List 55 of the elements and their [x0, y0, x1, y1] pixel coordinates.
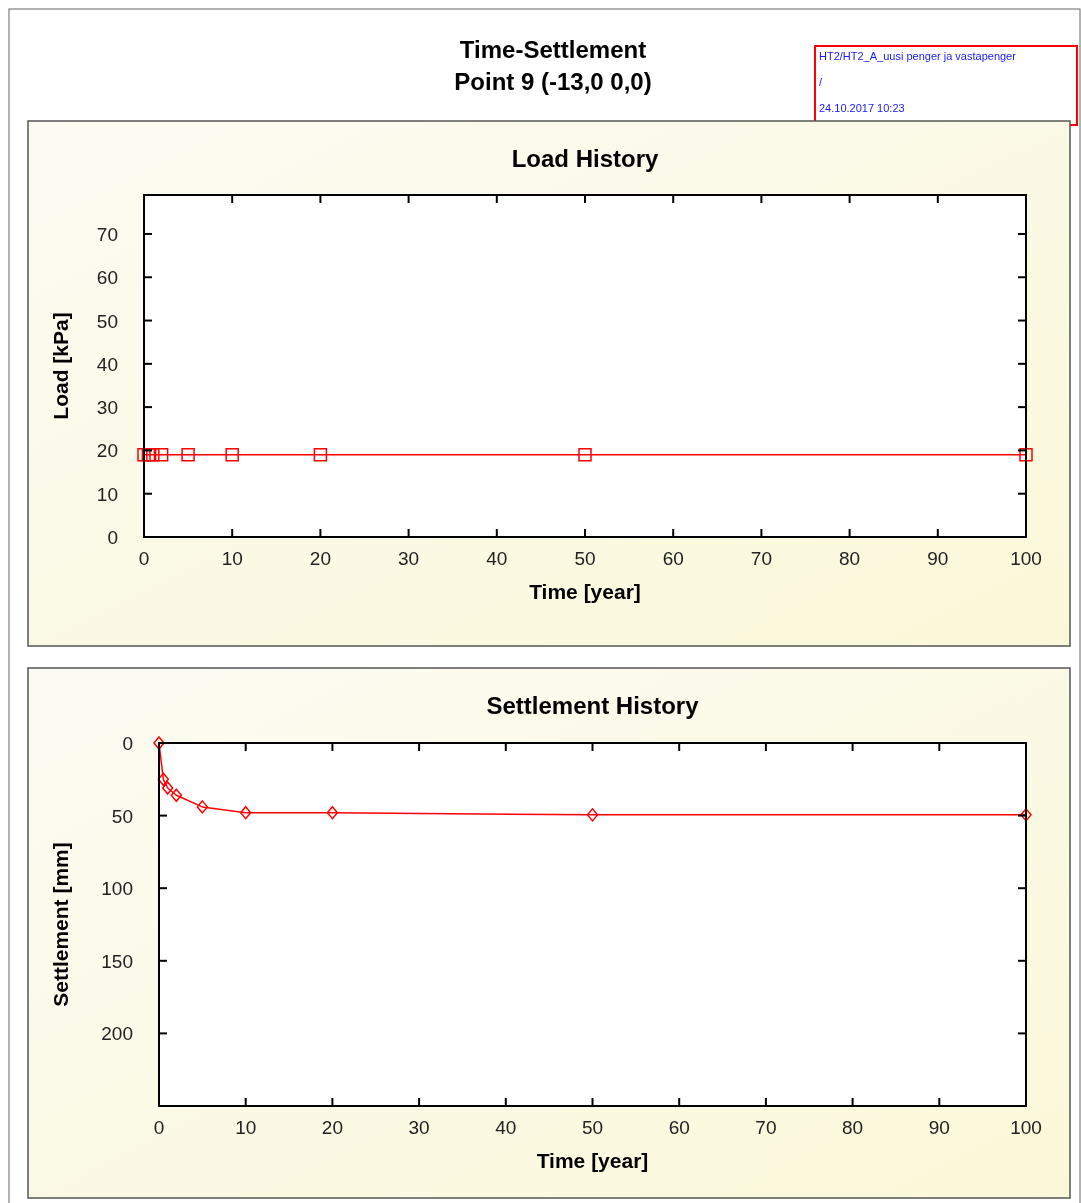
x-tick-label: 70: [750, 548, 772, 569]
x-tick-label: 60: [662, 548, 684, 569]
y-tick-label: 150: [101, 950, 133, 972]
x-tick-label: 80: [842, 1117, 864, 1138]
point: [161, 781, 174, 795]
point: [153, 736, 165, 750]
y-tick-label: 60: [96, 267, 118, 289]
point: [157, 772, 170, 787]
y-tick-label: 40: [96, 353, 118, 375]
y-tick-label: 20: [96, 440, 118, 462]
x-tick-label: 40: [495, 1117, 517, 1138]
x-tick-label: 60: [668, 1117, 690, 1138]
chart-title: Load History: [511, 145, 659, 172]
text: HT2/HT2_A_uusi penger ja vastapenger: [819, 50, 1017, 62]
y-axis-title: Load [kPa]: [49, 312, 72, 420]
x-tick-label: 50: [581, 1117, 604, 1138]
x-axis-title: Time [year]: [536, 1149, 649, 1172]
x-tick-label: 0: [138, 548, 150, 569]
x-tick-label: 30: [398, 548, 420, 569]
x-tick-label: 40: [486, 548, 508, 569]
y-tick-label: 50: [111, 805, 133, 827]
y-axis-title: Settlement [mm]: [49, 842, 72, 1007]
x-tick-label: 0: [153, 1117, 165, 1138]
x-tick-label: 20: [309, 548, 331, 569]
text: 24.10.2017 10:23: [819, 102, 905, 114]
text: Time-Settlement: [459, 36, 647, 63]
x-axis-title: Time [year]: [529, 580, 641, 603]
point: [239, 805, 252, 820]
point: [170, 788, 183, 803]
y-tick-label: 10: [96, 483, 118, 505]
y-tick-label: 200: [101, 1023, 133, 1045]
x-tick-label: 100: [1010, 1117, 1042, 1138]
x-tick-label: 10: [235, 1117, 257, 1138]
x-tick-label: 90: [928, 1117, 950, 1138]
y-tick-label: 0: [122, 733, 133, 754]
x-tick-label: 80: [839, 548, 861, 569]
x-tick-label: 70: [755, 1117, 777, 1138]
x-tick-label: 20: [321, 1117, 343, 1138]
text: Point 9 (-13,0 0,0): [454, 68, 652, 95]
y-tick-label: 50: [96, 310, 118, 332]
x-tick-label: 90: [927, 548, 949, 569]
x-tick-label: 100: [1010, 548, 1042, 569]
y-tick-label: 70: [96, 223, 118, 245]
chart-title: Settlement History: [486, 692, 700, 719]
point: [326, 805, 339, 820]
x-tick-label: 50: [574, 548, 596, 569]
y-tick-label: 30: [96, 397, 118, 419]
text: /: [819, 76, 823, 88]
y-tick-label: 0: [107, 527, 118, 548]
y-tick-label: 100: [101, 878, 133, 900]
x-tick-label: 30: [408, 1117, 430, 1138]
point: [196, 800, 209, 814]
point: [586, 808, 599, 822]
x-tick-label: 10: [221, 548, 243, 569]
point: [1020, 808, 1032, 822]
